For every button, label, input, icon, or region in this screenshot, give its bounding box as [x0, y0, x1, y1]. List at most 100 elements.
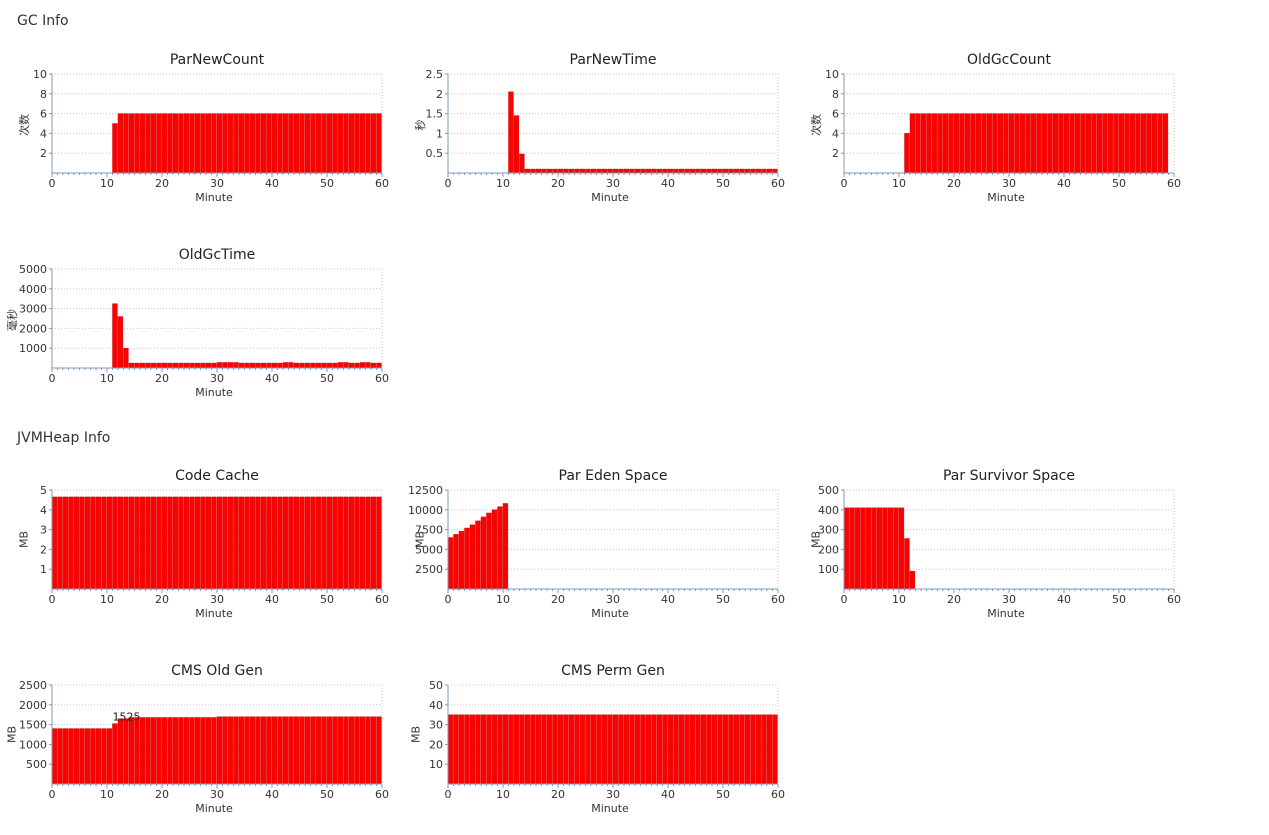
bar: [524, 168, 531, 174]
bar: [508, 714, 514, 785]
bar: [629, 714, 635, 785]
bar: [211, 113, 217, 174]
bar: [156, 362, 162, 369]
bar: [90, 496, 96, 590]
bar: [172, 362, 179, 369]
bar: [497, 714, 503, 785]
bar: [370, 496, 377, 590]
bar: [645, 168, 652, 174]
bar: [684, 168, 690, 174]
bar: [348, 362, 355, 369]
bar: [233, 496, 239, 590]
x-tick-label: 40: [265, 177, 279, 190]
bar: [574, 714, 580, 785]
x-tick-label: 60: [375, 593, 389, 606]
bar: [249, 362, 256, 369]
bar: [909, 113, 916, 174]
bar: [117, 718, 124, 785]
y-tick-label: 3: [40, 524, 47, 537]
bar: [161, 362, 168, 369]
bar: [898, 507, 905, 590]
bar: [211, 717, 217, 785]
y-tick-label: 5000: [19, 263, 47, 276]
bar: [1019, 113, 1026, 174]
bar: [684, 714, 690, 785]
bar: [123, 347, 129, 369]
bar: [282, 113, 289, 174]
bar: [238, 716, 245, 785]
x-tick-label: 40: [265, 593, 279, 606]
bar: [491, 509, 498, 590]
bar: [145, 362, 151, 369]
x-tick-label: 50: [320, 177, 334, 190]
bar: [337, 362, 344, 369]
bar: [1003, 113, 1009, 174]
bar: [524, 714, 531, 785]
bar: [563, 714, 569, 785]
x-tick-label: 10: [496, 788, 510, 801]
x-tick-label: 60: [771, 788, 785, 801]
x-tick-label: 10: [496, 593, 510, 606]
bar: [134, 362, 140, 369]
bar: [227, 113, 234, 174]
bar: [475, 520, 481, 590]
x-tick-label: 30: [210, 788, 224, 801]
bar: [95, 728, 102, 785]
bar: [365, 716, 371, 785]
x-tick-label: 30: [210, 593, 224, 606]
bar: [612, 714, 619, 785]
bar: [1069, 113, 1075, 174]
bar: [216, 496, 223, 590]
bar: [700, 714, 707, 785]
bar: [134, 717, 140, 785]
bar: [370, 113, 377, 174]
bar: [585, 714, 591, 785]
y-tick-label: 2500: [19, 679, 47, 692]
bar: [640, 714, 646, 785]
bar: [293, 113, 300, 174]
bar: [183, 362, 190, 369]
y-tick-label: 2: [40, 543, 47, 556]
bar: [618, 168, 624, 174]
bar: [992, 113, 998, 174]
bar: [354, 716, 360, 785]
bar: [530, 714, 536, 785]
bar: [579, 168, 586, 174]
bar: [959, 113, 965, 174]
bar: [733, 168, 740, 174]
bar: [249, 113, 256, 174]
bar: [348, 496, 355, 590]
bar: [112, 723, 118, 785]
bar: [189, 113, 195, 174]
bar: [986, 113, 993, 174]
parnewcount-svg: 0 10 20 30 40 50 60 2 4 6 8 10 Minute: [33, 68, 389, 204]
x-tick-label: 0: [445, 593, 452, 606]
y-tick-label: 4000: [19, 283, 47, 296]
bar: [766, 714, 773, 785]
x-tick-label: 50: [320, 372, 334, 385]
chart-oldgccount: OldGcCount 次数 0 10 20 30 40 50 60 2 4 6 8 10 Minute: [792, 52, 1182, 212]
bar: [849, 507, 855, 590]
bar: [205, 717, 212, 785]
x-tick-label: 0: [841, 593, 848, 606]
chart-cms-old-gen: CMS Old Gen MB 0 10 20 30 40 50 60 500 1000 1500 200…: [0, 663, 390, 823]
bar: [365, 496, 371, 590]
bar: [711, 714, 718, 785]
bar: [227, 496, 234, 590]
bar: [238, 362, 245, 369]
bar: [546, 714, 553, 785]
x-axis-label: Minute: [195, 802, 233, 815]
bar: [480, 516, 487, 590]
chart-title: Par Eden Space: [558, 468, 668, 484]
bar: [101, 496, 107, 590]
bar: [618, 714, 624, 785]
bar: [502, 714, 509, 785]
bar: [73, 496, 80, 590]
x-axis-label: Minute: [987, 191, 1025, 204]
bar: [150, 362, 157, 369]
bar: [1151, 113, 1158, 174]
x-axis-label: Minute: [591, 802, 629, 815]
bar: [150, 496, 157, 590]
bar: [1118, 113, 1125, 174]
bar: [79, 496, 85, 590]
